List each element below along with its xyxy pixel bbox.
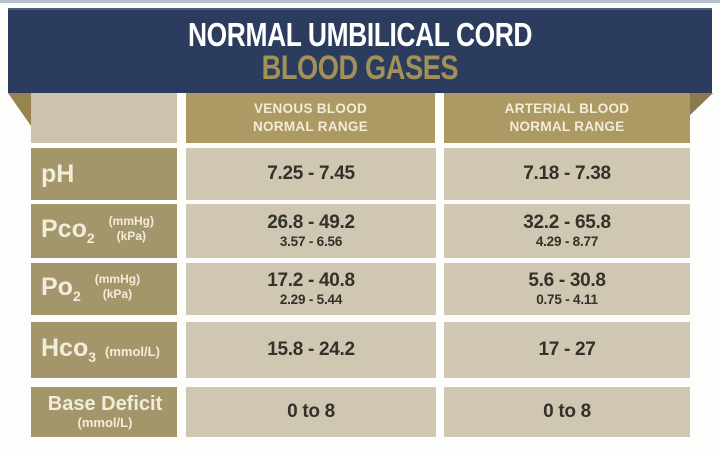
base-deficit-arterial-value: 0 to 8 [543,401,591,423]
page-title-line2: BLOOD GASES [261,49,459,88]
po2-unit-mmhg: (mmHg) [94,272,141,286]
base-deficit-label-cell: Base Deficit (mmol/L) [31,387,177,437]
empty-corner-cell [31,93,177,143]
venous-header-line1: VENOUS BLOOD [253,100,368,116]
po2-subscript: 2 [72,288,81,304]
hco3-arterial-value: 17 - 27 [538,339,596,361]
hco3-label: Hco3 [41,334,97,365]
base-deficit-label: Base Deficit [47,392,163,415]
table-row-po2: Po2 (mmHg) (kPa) 17.2 - 40.8 2.29 - 5.44… [31,263,690,315]
ph-label: pH [41,159,75,188]
ph-arterial-cell: 7.18 - 7.38 [444,148,690,200]
pco2-unit-kpa: (kPa) [116,229,146,243]
ph-arterial-value: 7.18 - 7.38 [523,163,611,185]
pco2-label-cell: Pco2 (mmHg) (kPa) [31,204,177,258]
base-deficit-unit: (mmol/L) [77,414,133,430]
hco3-arterial-cell: 17 - 27 [444,322,690,378]
po2-venous-kpa-value: 2.29 - 5.44 [279,291,343,307]
pco2-venous-mmhg-value: 26.8 - 49.2 [267,211,355,233]
column-header-row: VENOUS BLOOD NORMAL RANGE ARTERIAL BLOOD… [8,93,713,143]
pco2-arterial-kpa-value: 4.29 - 8.77 [535,233,599,249]
pco2-arterial-cell: 32.2 - 65.8 4.29 - 8.77 [444,204,690,258]
ph-venous-value: 7.25 - 7.45 [267,163,355,185]
arterial-header-line2: NORMAL RANGE [509,119,625,134]
pco2-subscript: 2 [86,230,95,246]
ph-label-cell: pH [31,148,177,200]
pco2-label: Pco2 [41,215,95,246]
table-row-pco2: Pco2 (mmHg) (kPa) 26.8 - 49.2 3.57 - 6.5… [31,204,690,258]
pco2-venous-kpa-value: 3.57 - 6.56 [279,233,343,249]
hco3-subscript: 3 [88,349,97,365]
po2-label: Po2 [41,273,81,304]
po2-venous-cell: 17.2 - 40.8 2.29 - 5.44 [186,263,436,315]
table-row-base-deficit: Base Deficit (mmol/L) 0 to 8 0 to 8 [31,387,690,437]
left-fold-corner [8,93,31,126]
page-title-line1: NORMAL UMBILICAL CORD [187,15,533,53]
po2-arterial-mmhg-value: 5.6 - 30.8 [528,269,606,291]
pco2-venous-cell: 26.8 - 49.2 3.57 - 6.56 [186,204,436,258]
right-fold-corner [690,93,713,115]
po2-venous-mmhg-value: 17.2 - 40.8 [267,269,355,291]
po2-units: (mmHg) (kPa) [95,272,140,302]
base-deficit-venous-cell: 0 to 8 [186,387,436,437]
title-banner: NORMAL UMBILICAL CORD BLOOD GASES [8,8,712,93]
table-row-hco3: Hco3 (mmol/L) 15.8 - 24.2 17 - 27 [31,322,690,378]
hco3-venous-cell: 15.8 - 24.2 [186,322,436,378]
po2-arterial-kpa-value: 0.75 - 4.11 [536,291,598,307]
hco3-label-cell: Hco3 (mmol/L) [31,322,177,378]
hco3-venous-value: 15.8 - 24.2 [267,339,355,361]
pco2-unit-mmhg: (mmHg) [108,214,154,228]
ph-venous-cell: 7.25 - 7.45 [186,148,436,200]
pco2-arterial-mmhg-value: 32.2 - 65.8 [523,211,611,233]
base-deficit-arterial-cell: 0 to 8 [444,387,690,437]
base-deficit-venous-value: 0 to 8 [287,401,335,423]
venous-header-line2: NORMAL RANGE [252,119,369,134]
table-row-ph: pH 7.25 - 7.45 7.18 - 7.38 [31,148,690,200]
arterial-column-header: ARTERIAL BLOOD NORMAL RANGE [444,93,713,143]
arterial-header-line1: ARTERIAL BLOOD [504,100,630,116]
top-edge-divider [0,0,720,3]
po2-arterial-cell: 5.6 - 30.8 0.75 - 4.11 [444,263,690,315]
pco2-units: (mmHg) (kPa) [109,214,154,244]
venous-column-header: VENOUS BLOOD NORMAL RANGE [186,93,435,143]
base-deficit-label-stack: Base Deficit (mmol/L) [41,392,177,431]
hco3-unit: (mmol/L) [105,343,160,359]
po2-label-cell: Po2 (mmHg) (kPa) [31,263,177,315]
po2-unit-kpa: (kPa) [102,287,133,301]
